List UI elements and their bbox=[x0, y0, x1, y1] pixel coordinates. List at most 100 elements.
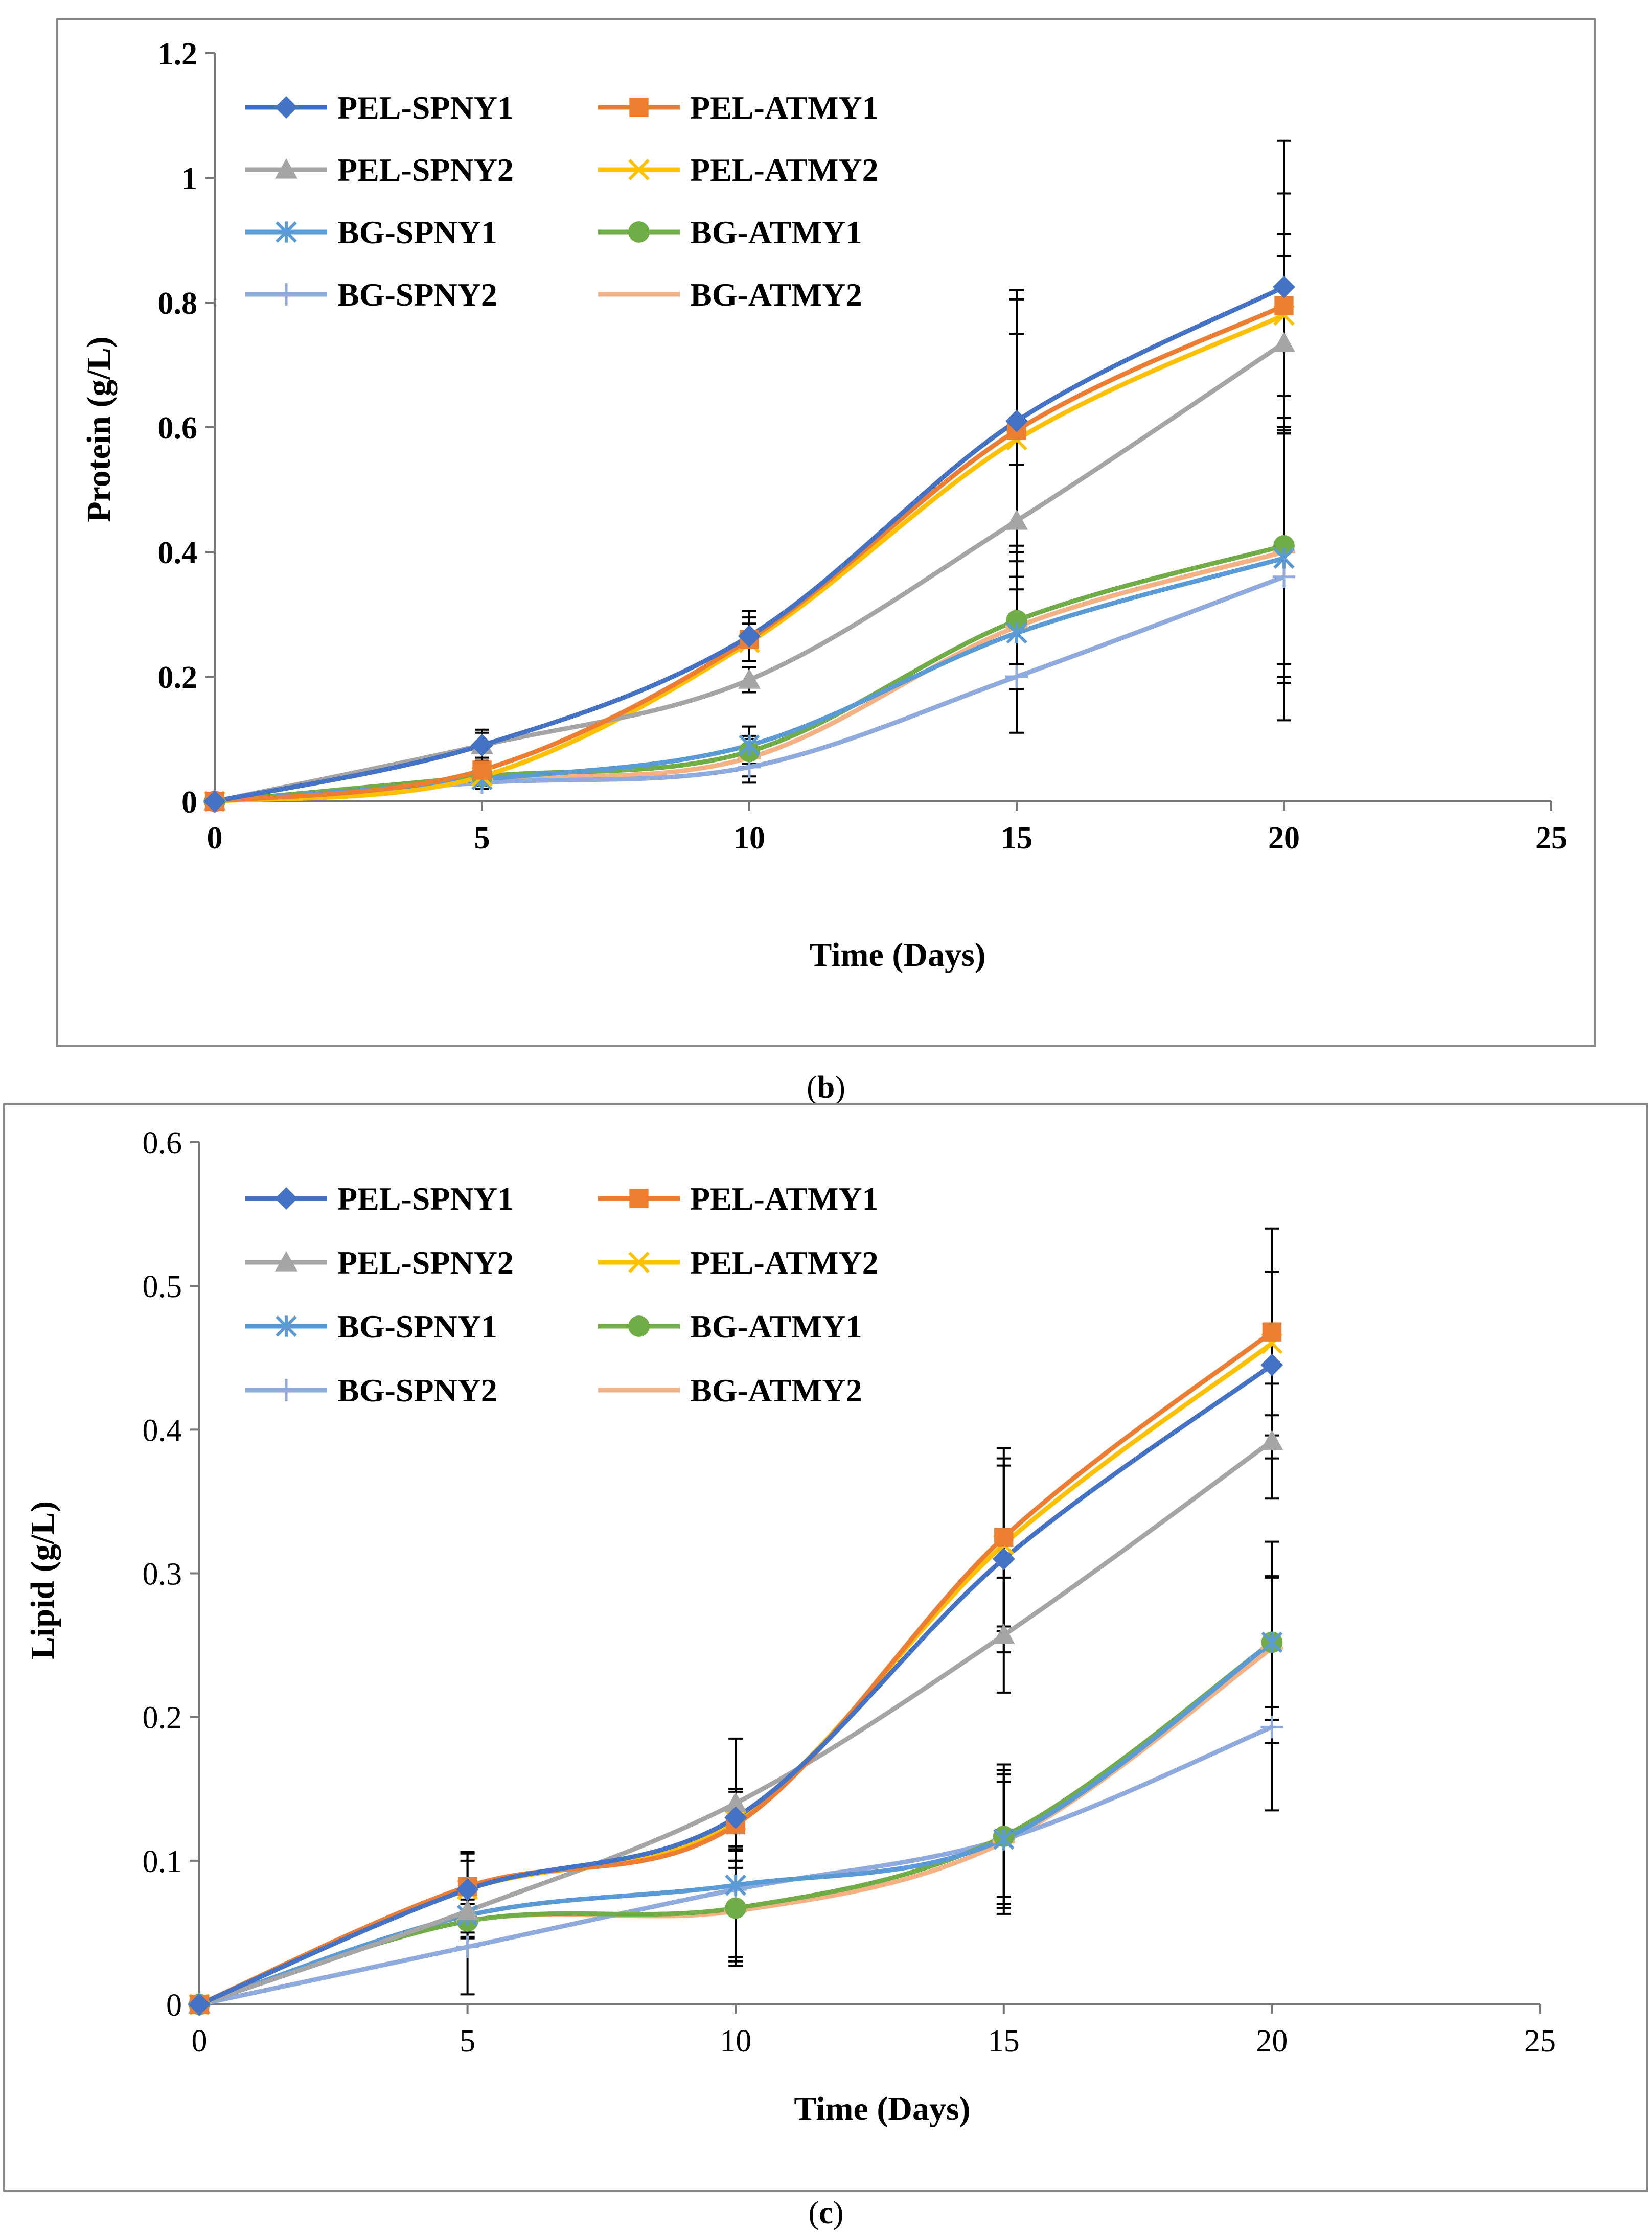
protein-data-point-bg-spny2 bbox=[1273, 565, 1295, 588]
protein-legend: PEL-SPNY1 PEL-ATMY1 PEL-SPNY2 PEL-ATMY2 BG-S… bbox=[245, 89, 879, 313]
lipid-data-point-pel-spny1 bbox=[724, 1806, 747, 1829]
lipid-x-axis-title: Time (Days) bbox=[794, 2090, 970, 2128]
protein-x-tick-label: 0 bbox=[207, 821, 223, 856]
protein-y-tick-label: 1.2 bbox=[158, 37, 198, 72]
protein-legend-item-bg-atmy1: BG-ATMY1 bbox=[598, 214, 862, 250]
lipid-data-point-pel-atmy1 bbox=[1262, 1322, 1282, 1342]
protein-data-point-pel-atmy1 bbox=[472, 760, 492, 780]
protein-data-point-pel-spny1 bbox=[738, 625, 761, 648]
lipid-y-tick-label: 0.2 bbox=[143, 1701, 182, 1736]
lipid-legend-swatch-marker bbox=[275, 1251, 297, 1272]
protein-caption-close: ) bbox=[835, 1070, 845, 1105]
protein-data-point-pel-atmy1 bbox=[1274, 296, 1294, 315]
lipid-series-line-pel-spny1 bbox=[198, 1363, 1274, 2007]
protein-legend-swatch-marker bbox=[275, 283, 297, 306]
protein-data-point-bg-spny2 bbox=[1005, 665, 1028, 688]
lipid-markers-pel-spny1 bbox=[188, 1353, 1283, 2016]
protein-caption-letter: b bbox=[817, 1070, 835, 1105]
protein-legend-label: BG-ATMY1 bbox=[690, 214, 862, 250]
lipid-legend-label: PEL-SPNY1 bbox=[337, 1181, 514, 1217]
protein-legend-item-pel-atmy1: PEL-ATMY1 bbox=[598, 89, 879, 126]
protein-data-point-pel-spny1 bbox=[471, 734, 493, 757]
lipid-x-tick-label: 25 bbox=[1524, 2024, 1556, 2059]
lipid-legend-swatch-marker bbox=[275, 1187, 297, 1210]
lipid-x-tick-label: 10 bbox=[720, 2024, 751, 2059]
lipid-legend-label: BG-ATMY2 bbox=[690, 1372, 862, 1409]
lipid-series-line-pel-spny2 bbox=[198, 1439, 1274, 2007]
protein-y-tick-label: 1 bbox=[181, 161, 197, 196]
protein-legend-label: PEL-ATMY2 bbox=[690, 152, 879, 188]
lipid-data-point-pel-spny1 bbox=[1260, 1353, 1283, 1376]
lipid-data-point-bg-spny1 bbox=[993, 1828, 1015, 1850]
protein-panel-caption: (b) bbox=[807, 1070, 845, 1105]
lipid-legend-label: BG-SPNY1 bbox=[337, 1308, 497, 1345]
lipid-data-point-pel-spny2 bbox=[456, 1900, 479, 1920]
protein-legend-label: PEL-ATMY1 bbox=[690, 89, 879, 126]
lipid-data-point-pel-spny1 bbox=[456, 1878, 479, 1901]
lipid-legend-label: PEL-ATMY1 bbox=[690, 1181, 879, 1217]
lipid-x-tick-label: 15 bbox=[988, 2024, 1020, 2059]
lipid-caption-letter: c bbox=[819, 2196, 833, 2230]
lipid-legend-item-pel-spny2: PEL-SPNY2 bbox=[245, 1244, 514, 1281]
protein-legend-item-pel-atmy2: PEL-ATMY2 bbox=[598, 152, 879, 188]
lipid-legend-item-bg-spny1: BG-SPNY1 bbox=[245, 1308, 497, 1345]
protein-legend-item-bg-atmy2: BG-ATMY2 bbox=[598, 276, 862, 313]
protein-data-point-bg-spny1 bbox=[1006, 622, 1027, 644]
lipid-data-point-pel-spny1 bbox=[188, 1993, 211, 2016]
lipid-data-point-pel-spny2 bbox=[724, 1792, 747, 1812]
lipid-legend-swatch-marker bbox=[629, 1189, 649, 1208]
protein-data-point-pel-spny1 bbox=[1273, 275, 1295, 298]
lipid-chart-frame bbox=[3, 1103, 1648, 2192]
protein-data-point-pel-spny2 bbox=[1005, 510, 1028, 530]
protein-series-line-pel-spny2 bbox=[214, 341, 1286, 804]
lipid-y-tick-label: 0.6 bbox=[143, 1126, 182, 1161]
lipid-legend-label: BG-SPNY2 bbox=[337, 1372, 497, 1409]
protein-x-tick-label: 10 bbox=[733, 821, 765, 856]
lipid-legend-label: BG-ATMY1 bbox=[690, 1308, 862, 1345]
lipid-legend-item-bg-spny2: BG-SPNY2 bbox=[245, 1372, 497, 1409]
protein-legend-swatch-marker bbox=[629, 98, 649, 117]
protein-x-axis-title: Time (Days) bbox=[809, 936, 985, 974]
protein-x-tick-label: 20 bbox=[1268, 821, 1300, 856]
protein-x-tick-label: 25 bbox=[1535, 821, 1567, 856]
lipid-data-point-pel-atmy1 bbox=[994, 1528, 1014, 1547]
lipid-y-tick-label: 0.4 bbox=[143, 1413, 182, 1448]
lipid-y-tick-label: 0.1 bbox=[143, 1844, 182, 1879]
protein-y-tick-label: 0.2 bbox=[158, 660, 198, 695]
lipid-legend-swatch-marker bbox=[275, 1379, 297, 1401]
protein-data-point-pel-spny1 bbox=[1005, 409, 1028, 432]
lipid-caption-open: ( bbox=[809, 2196, 819, 2230]
protein-markers-pel-spny1 bbox=[203, 275, 1295, 813]
lipid-y-tick-label: 0 bbox=[166, 1988, 182, 2023]
protein-y-tick-label: 0.4 bbox=[158, 536, 198, 570]
protein-legend-label: BG-SPNY2 bbox=[337, 276, 497, 313]
protein-data-point-bg-spny1 bbox=[739, 734, 760, 756]
lipid-panel-caption: (c) bbox=[809, 2196, 844, 2230]
protein-legend-item-bg-spny1: BG-SPNY1 bbox=[245, 214, 497, 250]
lipid-x-tick-label: 5 bbox=[460, 2024, 475, 2059]
protein-y-tick-label: 0.8 bbox=[158, 286, 198, 321]
lipid-legend-label: PEL-SPNY2 bbox=[337, 1244, 514, 1281]
protein-legend-swatch-marker bbox=[276, 221, 297, 243]
lipid-data-point-bg-spny2 bbox=[456, 1935, 479, 1958]
lipid-legend-item-pel-spny1: PEL-SPNY1 bbox=[245, 1181, 514, 1217]
protein-data-point-bg-spny1 bbox=[1273, 547, 1295, 569]
lipid-data-point-pel-spny2 bbox=[1260, 1429, 1283, 1450]
lipid-data-point-bg-spny1 bbox=[1261, 1631, 1283, 1653]
lipid-y-tick-label: 0.5 bbox=[143, 1269, 182, 1304]
protein-legend-swatch-marker bbox=[275, 158, 297, 179]
lipid-y-tick-label: 0.3 bbox=[143, 1557, 182, 1592]
protein-legend-label: BG-SPNY1 bbox=[337, 214, 497, 250]
lipid-legend-swatch-marker bbox=[628, 1315, 650, 1337]
protein-chart-frame bbox=[56, 18, 1596, 1047]
lipid-legend-item-pel-atmy2: PEL-ATMY2 bbox=[598, 1244, 879, 1281]
protein-data-point-pel-spny2 bbox=[738, 668, 761, 689]
protein-x-tick-label: 15 bbox=[1001, 821, 1032, 856]
lipid-legend-item-bg-atmy1: BG-ATMY1 bbox=[598, 1308, 862, 1345]
protein-y-tick-label: 0 bbox=[181, 785, 197, 820]
lipid-data-point-pel-spny1 bbox=[992, 1548, 1015, 1571]
lipid-legend-item-bg-atmy2: BG-ATMY2 bbox=[598, 1372, 862, 1409]
